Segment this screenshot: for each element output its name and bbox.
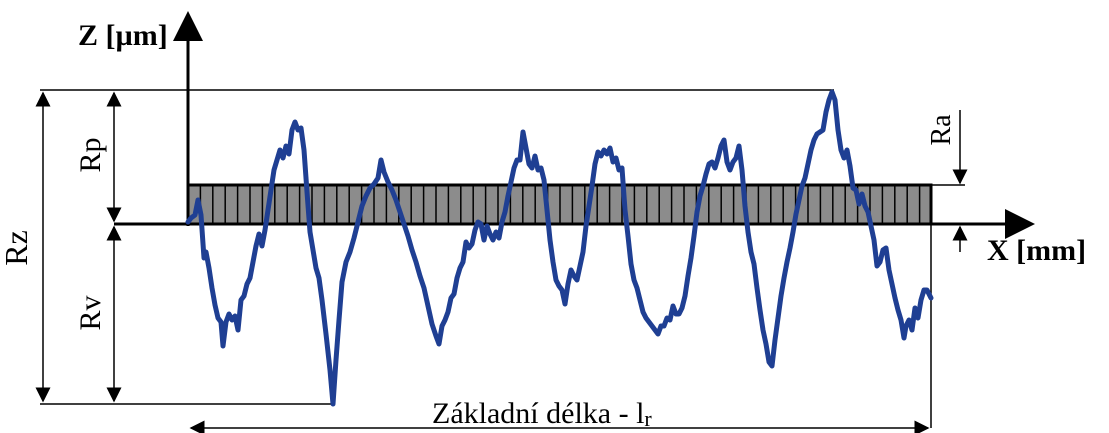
x-axis-label: X [mm] [987,234,1086,267]
ra-label: Ra [926,114,957,146]
rp-label: Rp [74,137,107,172]
z-axis-label: Z [µm] [78,19,168,52]
mean-band [186,183,933,226]
roughness-profile-line [185,89,934,407]
base-length-text: Základní délka - l [432,397,644,430]
rz-label: Rz [0,230,34,266]
rv-label: Rv [74,295,107,330]
reference-lines [40,89,965,428]
mean-band-hatching [199,185,921,224]
dimension-arrows [35,91,968,433]
base-length-label: Základní délka - lr [432,397,652,431]
base-length-subscript: r [644,406,652,431]
